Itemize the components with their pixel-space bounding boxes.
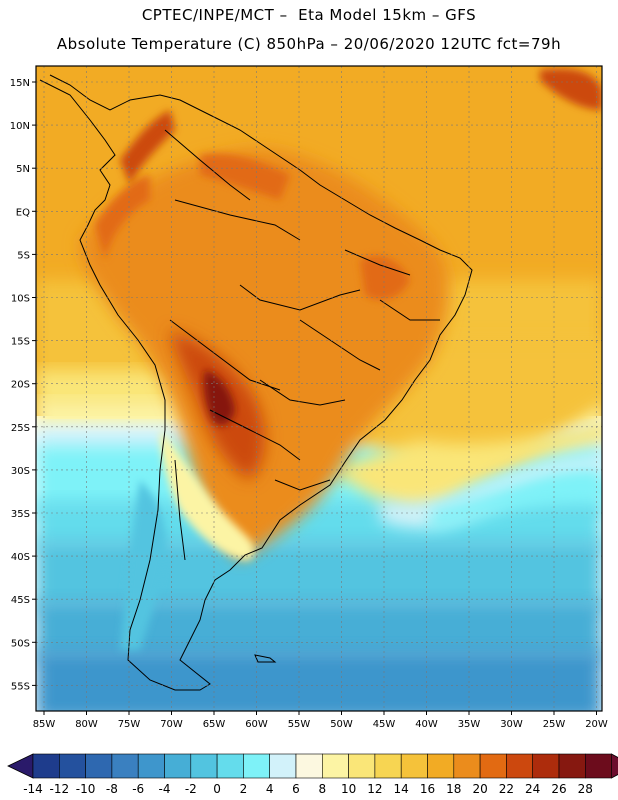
lon-label: 30W	[500, 719, 523, 730]
colorbar-label: -6	[132, 782, 144, 796]
colorbar-label: 16	[420, 782, 435, 796]
colorbar-max-arrow	[611, 753, 618, 779]
colorbar-swatch	[453, 753, 481, 779]
coastline-borders	[39, 74, 473, 691]
colorbar-label: 24	[525, 782, 540, 796]
colorbar-label: 18	[446, 782, 461, 796]
lat-label: 10N	[10, 121, 30, 132]
colorbar-label: 6	[292, 782, 300, 796]
lat-label: 25S	[11, 423, 30, 434]
lat-label: 55S	[11, 681, 30, 692]
lat-label: 50S	[11, 638, 30, 649]
colorbar-label: 14	[394, 782, 409, 796]
map-frame	[35, 65, 603, 712]
lat-label: 15N	[10, 78, 30, 89]
lon-label: 40W	[415, 719, 438, 730]
lat-label: 15S	[11, 337, 30, 348]
colorbar-swatch	[85, 753, 113, 779]
colorbar-label: -4	[159, 782, 171, 796]
colorbar: -14 -12 -10 -8 -6 -4 -2 0 2 4 6 8 10 12 14 16 18 20 22 24 26…	[7, 753, 618, 796]
colorbar-label: 4	[266, 782, 274, 796]
colorbar-label: 0	[213, 782, 221, 796]
lat-label: 10S	[11, 294, 30, 305]
colorbar-label: 28	[578, 782, 593, 796]
lon-label: 25W	[543, 719, 566, 730]
lon-label: 45W	[373, 719, 396, 730]
colorbar-label: -8	[106, 782, 118, 796]
colorbar-label: -12	[49, 782, 69, 796]
lon-label: 50W	[330, 719, 353, 730]
lat-label: 5N	[16, 164, 30, 175]
temperature-field	[36, 66, 602, 711]
lon-label: 20W	[585, 719, 608, 730]
colorbar-label: 8	[318, 782, 326, 796]
lat-label: 40S	[11, 552, 30, 563]
lat-label: 45S	[11, 595, 30, 606]
colorbar-swatch	[269, 753, 297, 779]
colorbar-swatch	[58, 753, 86, 779]
colorbar-label: 20	[472, 782, 487, 796]
colorbar-label: 10	[341, 782, 356, 796]
colorbar-swatch	[216, 753, 244, 779]
chart-title-line1: CPTEC/INPE/MCT – Eta Model 15km – GFS	[141, 6, 477, 24]
colorbar-label: -14	[23, 782, 43, 796]
colorbar-swatch	[321, 753, 349, 779]
colorbar-swatch	[427, 753, 455, 779]
colorbar-min-arrow	[7, 753, 34, 779]
colorbar-label: 2	[240, 782, 248, 796]
lon-label: 85W	[33, 719, 56, 730]
colorbar-swatch	[584, 753, 612, 779]
lon-label: 70W	[160, 719, 183, 730]
latitude-axis: 15N 10N 5N EQ 5S 10S 15S 20S 25S 30S 35S 40S 45S 50S 5…	[10, 78, 36, 692]
lon-label: 55W	[288, 719, 311, 730]
colorbar-label: 12	[367, 782, 382, 796]
lat-label: 30S	[11, 466, 30, 477]
colorbar-swatch	[137, 753, 165, 779]
colorbar-swatch	[400, 753, 428, 779]
lat-label: EQ	[16, 207, 30, 218]
colorbar-label: -2	[185, 782, 197, 796]
chart-title-line2: Absolute Temperature (C) 850hPa – 20/06/…	[56, 35, 562, 53]
colorbar-swatch	[348, 753, 376, 779]
lon-label: 35W	[458, 719, 481, 730]
colorbar-label: 22	[499, 782, 514, 796]
colorbar-swatch	[32, 753, 60, 779]
lon-label: 75W	[118, 719, 141, 730]
colorbar-swatch	[190, 753, 218, 779]
longitude-axis: 85W 80W 75W 70W 65W 60W 55W 50W 45W 40W 35W 30W 25W 2…	[33, 711, 608, 730]
colorbar-swatch	[506, 753, 533, 779]
colorbar-swatch	[374, 753, 402, 779]
graticule-grid	[36, 66, 602, 711]
colorbar-swatch	[479, 753, 507, 779]
colorbar-swatch	[295, 753, 323, 779]
colorbar-label: -10	[76, 782, 96, 796]
colorbar-swatch	[558, 753, 586, 779]
lon-label: 60W	[245, 719, 268, 730]
colorbar-swatch	[532, 753, 560, 779]
lon-label: 65W	[203, 719, 226, 730]
colorbar-swatch	[111, 753, 139, 779]
lat-label: 20S	[11, 380, 30, 391]
lat-label: 5S	[17, 250, 30, 261]
colorbar-swatch	[164, 753, 192, 779]
colorbar-label: 26	[551, 782, 566, 796]
colorbar-swatch	[243, 753, 270, 779]
lat-label: 35S	[11, 509, 30, 520]
lon-label: 80W	[75, 719, 98, 730]
